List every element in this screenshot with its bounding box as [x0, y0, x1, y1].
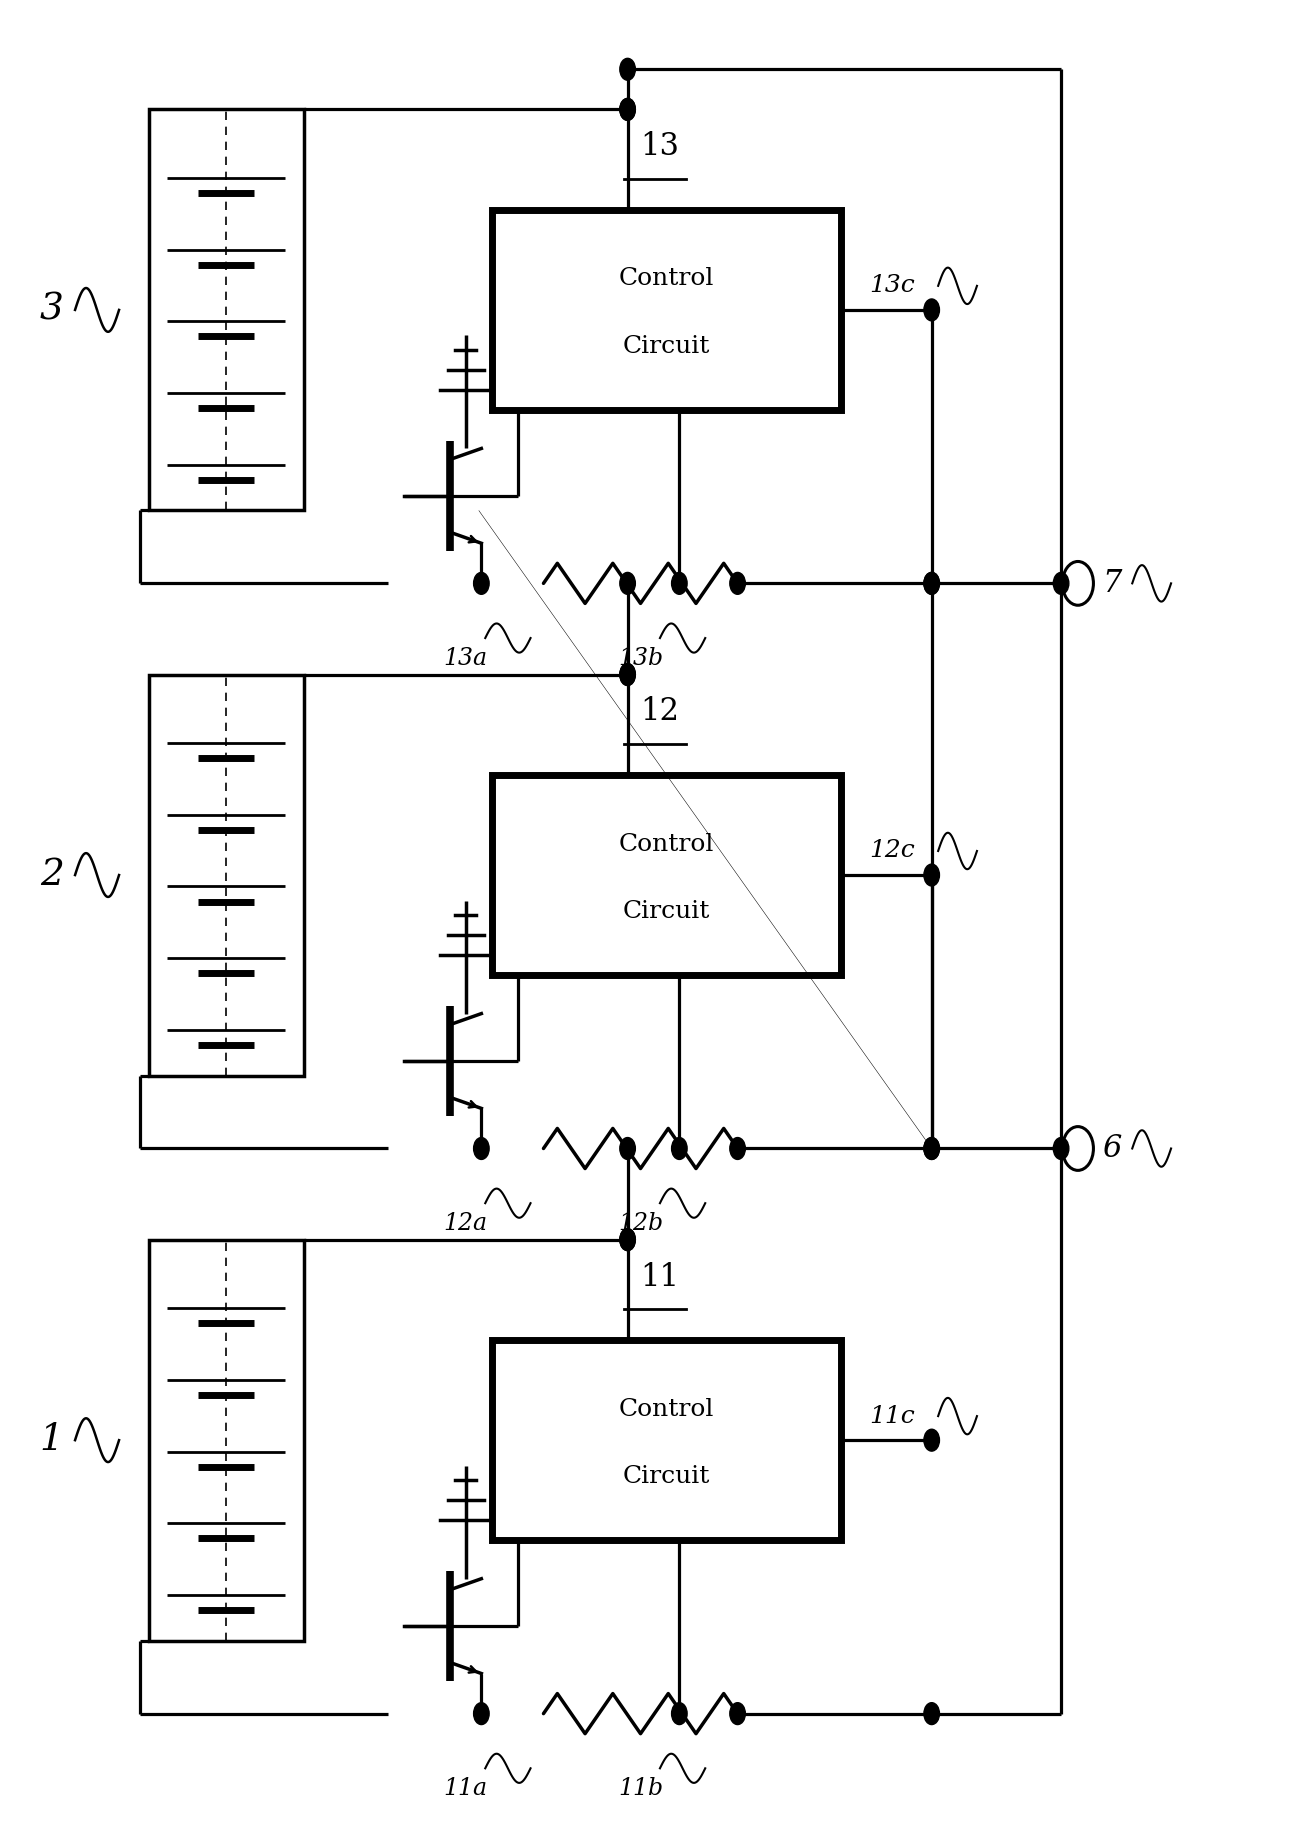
Circle shape — [620, 664, 635, 685]
Circle shape — [924, 572, 939, 594]
Bar — [492, 775, 841, 975]
Text: 13b: 13b — [619, 647, 663, 671]
Circle shape — [620, 664, 635, 685]
Circle shape — [730, 572, 745, 594]
Bar — [149, 109, 304, 510]
Circle shape — [924, 299, 939, 321]
Circle shape — [924, 864, 939, 886]
Circle shape — [474, 1703, 489, 1725]
Text: Circuit: Circuit — [622, 335, 710, 357]
Text: Control: Control — [619, 1398, 714, 1420]
Text: 12b: 12b — [619, 1212, 663, 1236]
Circle shape — [620, 98, 635, 120]
Circle shape — [620, 98, 635, 120]
Text: 11a: 11a — [444, 1777, 488, 1801]
Circle shape — [672, 1703, 687, 1725]
Circle shape — [474, 572, 489, 594]
Bar — [492, 1340, 841, 1540]
Text: 13a: 13a — [444, 647, 488, 671]
Text: Control: Control — [619, 268, 714, 290]
Circle shape — [924, 1429, 939, 1451]
Circle shape — [620, 572, 635, 594]
Text: 6: 6 — [1102, 1132, 1122, 1165]
Circle shape — [672, 1138, 687, 1159]
Circle shape — [924, 1138, 939, 1159]
Text: 1: 1 — [40, 1422, 63, 1458]
Circle shape — [924, 1138, 939, 1159]
Bar — [149, 675, 304, 1076]
Text: 12c: 12c — [870, 839, 915, 862]
Circle shape — [672, 572, 687, 594]
Text: 12: 12 — [641, 696, 679, 727]
Text: 11: 11 — [641, 1262, 679, 1293]
Text: Control: Control — [619, 833, 714, 855]
Text: Circuit: Circuit — [622, 901, 710, 922]
Text: 7: 7 — [1102, 567, 1122, 600]
Circle shape — [924, 1703, 939, 1725]
Bar — [149, 1240, 304, 1641]
Text: Circuit: Circuit — [622, 1466, 710, 1488]
Text: 2: 2 — [40, 857, 63, 893]
Circle shape — [620, 1229, 635, 1251]
Circle shape — [1053, 572, 1069, 594]
Circle shape — [620, 1229, 635, 1251]
Text: 13: 13 — [641, 131, 679, 162]
Text: 11b: 11b — [619, 1777, 663, 1801]
Circle shape — [924, 572, 939, 594]
Text: 13c: 13c — [870, 273, 915, 297]
Circle shape — [620, 58, 635, 80]
Text: 11c: 11c — [870, 1404, 915, 1427]
Circle shape — [730, 1703, 745, 1725]
Circle shape — [474, 1138, 489, 1159]
Bar — [492, 210, 841, 410]
Text: 3: 3 — [40, 292, 63, 328]
Circle shape — [620, 1138, 635, 1159]
Text: 12a: 12a — [444, 1212, 488, 1236]
Circle shape — [1053, 1138, 1069, 1159]
Circle shape — [730, 1138, 745, 1159]
